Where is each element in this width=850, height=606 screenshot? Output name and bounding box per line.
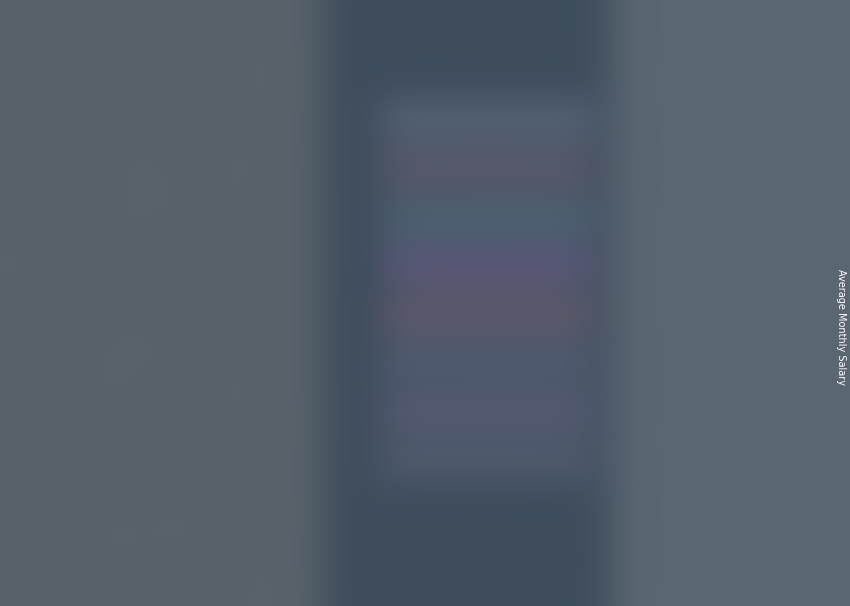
Bar: [792, 34, 822, 78]
Text: 4,300 EUR: 4,300 EUR: [526, 168, 630, 187]
Text: Bachelor's Degree: Bachelor's Degree: [137, 590, 315, 606]
Bar: [762, 34, 792, 78]
Text: Biomedical Engineer: Biomedical Engineer: [21, 61, 192, 79]
Text: Salary Comparison By Education: Salary Comparison By Education: [21, 17, 504, 43]
Polygon shape: [654, 205, 682, 573]
Text: 2,230 EUR: 2,230 EUR: [144, 339, 247, 358]
Text: explorer: explorer: [659, 13, 722, 26]
Text: +93%: +93%: [343, 257, 422, 281]
Polygon shape: [298, 376, 325, 573]
Text: .com: .com: [735, 13, 768, 26]
Polygon shape: [128, 376, 325, 389]
Polygon shape: [484, 205, 682, 218]
Bar: [733, 34, 762, 78]
Text: Master's Degree: Master's Degree: [502, 590, 664, 606]
Polygon shape: [128, 389, 298, 573]
Text: Average Monthly Salary: Average Monthly Salary: [836, 269, 846, 385]
Text: Rome: Rome: [21, 96, 74, 114]
Text: salary: salary: [602, 13, 648, 26]
Polygon shape: [484, 218, 654, 573]
